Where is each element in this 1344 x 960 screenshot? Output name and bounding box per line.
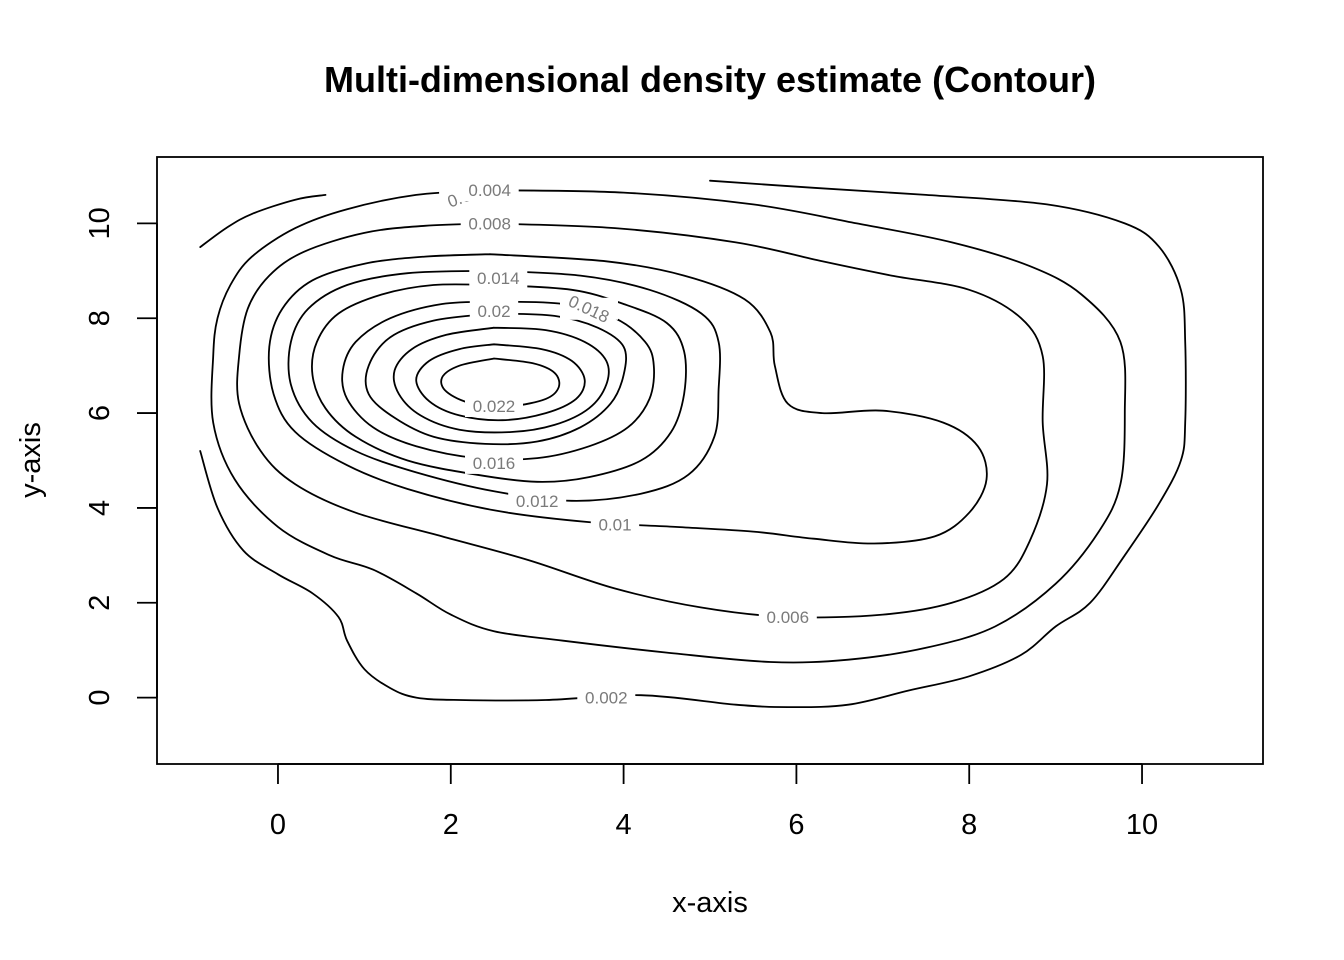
contour-label-bg (465, 395, 523, 417)
plot-frame (156, 156, 1264, 765)
contour-line-0-008 (267, 253, 988, 545)
contour-label-0-008: 0.008 (468, 214, 511, 233)
x-tick-label: 0 (270, 809, 286, 841)
x-tick-label: 4 (616, 809, 632, 841)
contour-line-0-006 (236, 222, 1049, 619)
contour-label-bg (460, 179, 519, 202)
contour-line-0-002-1 (199, 194, 327, 248)
contour-line-0-016 (364, 312, 627, 446)
contour-labels: 0.0020.0020.0040.0060.0080.010.0120.0140… (439, 179, 817, 709)
contour-label-0-006: 0.006 (767, 608, 810, 627)
x-tick-label: 10 (1126, 809, 1158, 841)
contour-line-0-002-2 (199, 179, 1187, 709)
x-axis: 0 2 4 6 8 10 (270, 763, 1158, 841)
y-axis-title: y-axis (15, 422, 47, 498)
contour-label-bg (590, 513, 640, 536)
contour-label-0-014: 0.014 (477, 269, 520, 288)
contour-label-bg (465, 451, 523, 474)
contour-label-bg (460, 212, 519, 235)
x-tick-label: 8 (961, 809, 977, 841)
contour-label-bg (560, 297, 618, 320)
contour-label-0-022: 0.022 (473, 397, 516, 416)
contour-line-0-02 (415, 343, 586, 422)
contour-label-bg (577, 686, 636, 709)
x-axis-title: x-axis (672, 887, 748, 919)
contour-label-bg (508, 489, 567, 512)
contour-label-bg (469, 266, 528, 289)
contour-line-0-012 (311, 283, 687, 483)
y-tick-label: 2 (84, 595, 116, 611)
contour-line-0-004 (210, 189, 1127, 664)
x-tick-label: 2 (443, 809, 459, 841)
contour-label-0-012: 0.012 (516, 492, 559, 511)
contour-label-0-016: 0.016 (473, 454, 516, 473)
y-tick-label: 10 (84, 207, 116, 239)
y-tick-label: 0 (84, 690, 116, 706)
contour-label-0-01: 0.01 (598, 516, 631, 535)
y-tick-label: 6 (84, 405, 116, 421)
contour-label-bg (758, 606, 817, 628)
contour-lines (199, 179, 1187, 709)
y-tick-label: 8 (84, 310, 116, 326)
contour-line-0-018 (392, 326, 610, 434)
contour-label-0-02: 0.02 (477, 302, 510, 321)
contour-label-0-004: 0.004 (468, 181, 511, 200)
contour-label-bg (469, 300, 519, 323)
x-tick-label: 6 (788, 809, 804, 841)
y-tick-label: 4 (84, 500, 116, 516)
y-axis: 0 2 4 6 8 10 (84, 207, 158, 706)
contour-label-0-002-2: 0.002 (585, 689, 628, 708)
chart-title: Multi-dimensional density estimate (Cont… (324, 59, 1096, 100)
